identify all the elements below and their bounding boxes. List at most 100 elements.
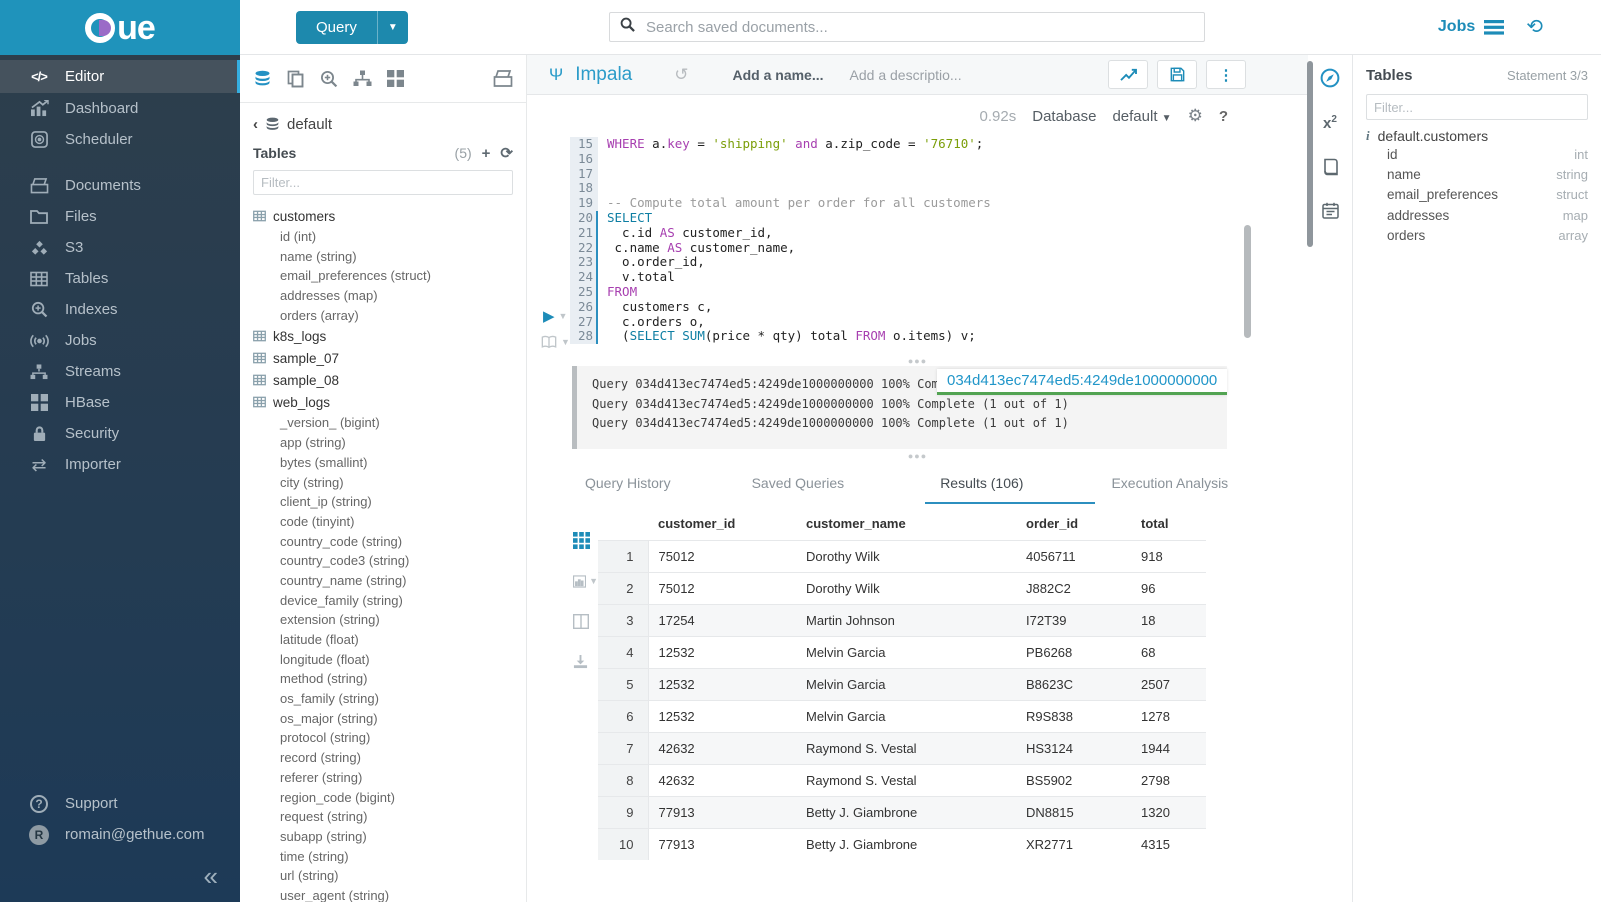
- refresh-tables-icon[interactable]: ⟳: [500, 145, 513, 162]
- code-line[interactable]: 20 SELECT: [570, 210, 1308, 226]
- column-row[interactable]: user_agent (string): [280, 887, 390, 902]
- breadcrumb-database-name[interactable]: default: [287, 116, 333, 133]
- sidebar-item-s3[interactable]: S3: [0, 232, 240, 263]
- sidebar-item-importer[interactable]: ⇄ Importer: [0, 449, 240, 480]
- sidebar-item-security[interactable]: Security: [0, 418, 240, 449]
- chart-view-icon[interactable]: ▼: [573, 574, 598, 589]
- assist-column-row[interactable]: orders array: [1366, 225, 1588, 245]
- table-row[interactable]: 10 77913 Betty J. Giambrone XR2771 4315: [598, 827, 1206, 860]
- sidebar-item-tables[interactable]: Tables: [0, 263, 240, 294]
- database-select[interactable]: default ▼: [1112, 107, 1172, 125]
- sidebar-item-indexes[interactable]: Indexes: [0, 294, 240, 325]
- editor-scrollbar[interactable]: [1244, 225, 1251, 338]
- query-description-field[interactable]: Add a descriptio...: [849, 66, 962, 83]
- document-search[interactable]: [609, 12, 1205, 42]
- code-line[interactable]: 18: [570, 181, 1308, 197]
- collapse-sidebar-icon[interactable]: «: [203, 861, 218, 891]
- hue-logo[interactable]: ue: [0, 0, 240, 55]
- column-row[interactable]: bytes (smallint): [280, 454, 368, 470]
- query-history-icon[interactable]: ⟲: [1526, 16, 1543, 38]
- tab-query-history[interactable]: Query History: [585, 474, 671, 491]
- assist-table-row[interactable]: i default.customers: [1366, 128, 1588, 144]
- new-query-button[interactable]: Query ▼: [296, 11, 408, 44]
- engine-selector[interactable]: Ψ Impala: [549, 64, 632, 86]
- database-source-icon[interactable]: [253, 70, 272, 88]
- results-column-header[interactable]: [598, 508, 648, 541]
- sidebar-item-documents[interactable]: Documents: [0, 170, 240, 201]
- assist-explorer-icon[interactable]: [1320, 68, 1340, 88]
- chart-settings-button[interactable]: [1108, 60, 1148, 89]
- table-row[interactable]: 5 12532 Melvin Garcia B8623C 2507: [598, 667, 1206, 701]
- column-row[interactable]: os_family (string): [280, 691, 379, 707]
- code-line[interactable]: 19 -- Compute total amount per order for …: [570, 195, 1308, 211]
- log-resize-handle[interactable]: ●●●: [907, 356, 928, 367]
- column-row[interactable]: app (string): [280, 435, 346, 451]
- column-row[interactable]: code (tinyint): [280, 513, 355, 529]
- settings-gear-icon[interactable]: ⚙: [1187, 106, 1203, 125]
- job-id-link[interactable]: 034d413ec7474ed5:4249de1000000000: [937, 369, 1228, 395]
- sidebar-item-hbase[interactable]: HBase: [0, 387, 240, 418]
- jobs-link[interactable]: Jobs: [1438, 18, 1505, 36]
- search-input[interactable]: [644, 17, 1194, 37]
- code-line[interactable]: 21 c.id AS customer_id,: [570, 225, 1308, 241]
- download-results-icon[interactable]: [573, 654, 598, 669]
- column-row[interactable]: name (string): [280, 248, 357, 264]
- table-row[interactable]: 4 12532 Melvin Garcia PB6268 68: [598, 635, 1206, 669]
- results-column-header[interactable]: total: [1141, 515, 1169, 531]
- functions-icon[interactable]: x2: [1323, 114, 1337, 132]
- info-icon[interactable]: i: [1366, 128, 1370, 143]
- column-row[interactable]: protocol (string): [280, 730, 371, 746]
- code-line[interactable]: 16: [570, 151, 1308, 167]
- table-row[interactable]: 7 42632 Raymond S. Vestal HS3124 1944: [598, 731, 1206, 765]
- table-row[interactable]: sample_07: [253, 347, 526, 369]
- table-row[interactable]: 9 77913 Betty J. Giambrone DN8815 1320: [598, 795, 1206, 829]
- column-row[interactable]: _version_ (bigint): [280, 415, 380, 431]
- table-row[interactable]: 1 75012 Dorothy Wilk 4056711 918: [598, 539, 1206, 573]
- table-row[interactable]: 2 75012 Dorothy Wilk J882C2 96: [598, 571, 1206, 605]
- code-line[interactable]: 15 WHERE a.key = 'shipping' and a.zip_cod…: [570, 136, 1308, 152]
- table-row[interactable]: 3 17254 Martin Johnson I72T39 18: [598, 603, 1206, 637]
- column-row[interactable]: orders (array): [280, 307, 359, 323]
- results-column-header[interactable]: order_id: [1026, 515, 1079, 531]
- results-column-header[interactable]: customer_name: [806, 515, 906, 531]
- column-row[interactable]: subapp (string): [280, 828, 367, 844]
- assist-filter-input[interactable]: [1366, 94, 1588, 120]
- query-dropdown-caret-icon[interactable]: ▼: [376, 11, 408, 44]
- column-row[interactable]: method (string): [280, 671, 368, 687]
- code-line[interactable]: 27 c.orders o,: [570, 314, 1308, 330]
- save-query-button[interactable]: [1157, 60, 1197, 89]
- assist-column-row[interactable]: name string: [1366, 164, 1588, 184]
- column-row[interactable]: country_code (string): [280, 533, 403, 549]
- columns-view-icon[interactable]: [573, 613, 598, 629]
- column-row[interactable]: id (int): [280, 229, 317, 244]
- column-row[interactable]: country_name (string): [280, 572, 407, 588]
- help-icon[interactable]: ?: [1218, 107, 1228, 125]
- grid-view-icon[interactable]: [573, 531, 598, 549]
- hbase-grid-icon[interactable]: [387, 70, 404, 87]
- new-query-button-label[interactable]: Query: [316, 19, 357, 36]
- column-row[interactable]: record (string): [280, 750, 361, 766]
- sidebar-item-files[interactable]: Files: [0, 201, 240, 232]
- table-row[interactable]: 6 12532 Melvin Garcia R9S838 1278: [598, 699, 1206, 733]
- sidebar-item-streams[interactable]: Streams: [0, 356, 240, 387]
- sidebar-item-scheduler[interactable]: Scheduler: [0, 124, 240, 155]
- table-row[interactable]: sample_08: [253, 369, 526, 391]
- assist-column-row[interactable]: addresses map: [1366, 205, 1588, 225]
- column-row[interactable]: referer (string): [280, 769, 363, 785]
- saved-documents-icon[interactable]: [493, 69, 513, 88]
- column-row[interactable]: device_family (string): [280, 592, 403, 608]
- table-row[interactable]: 8 42632 Raymond S. Vestal BS5902 2798: [598, 763, 1206, 797]
- snippet-doc-control[interactable]: ▼: [541, 335, 570, 349]
- column-row[interactable]: longitude (float): [280, 651, 370, 667]
- code-line[interactable]: 26 customers c,: [570, 299, 1308, 315]
- column-row[interactable]: country_code3 (string): [280, 553, 410, 569]
- tab-results-106-[interactable]: Results (106): [925, 469, 1096, 504]
- column-row[interactable]: time (string): [280, 848, 349, 864]
- column-row[interactable]: extension (string): [280, 612, 380, 628]
- tab-execution-analysis[interactable]: Execution Analysis: [1111, 474, 1229, 491]
- sidebar-item-editor[interactable]: </> Editor: [0, 60, 240, 93]
- sidebar-item-jobs[interactable]: Jobs: [0, 325, 240, 356]
- column-row[interactable]: region_code (bigint): [280, 789, 395, 805]
- language-reference-icon[interactable]: [1322, 158, 1339, 176]
